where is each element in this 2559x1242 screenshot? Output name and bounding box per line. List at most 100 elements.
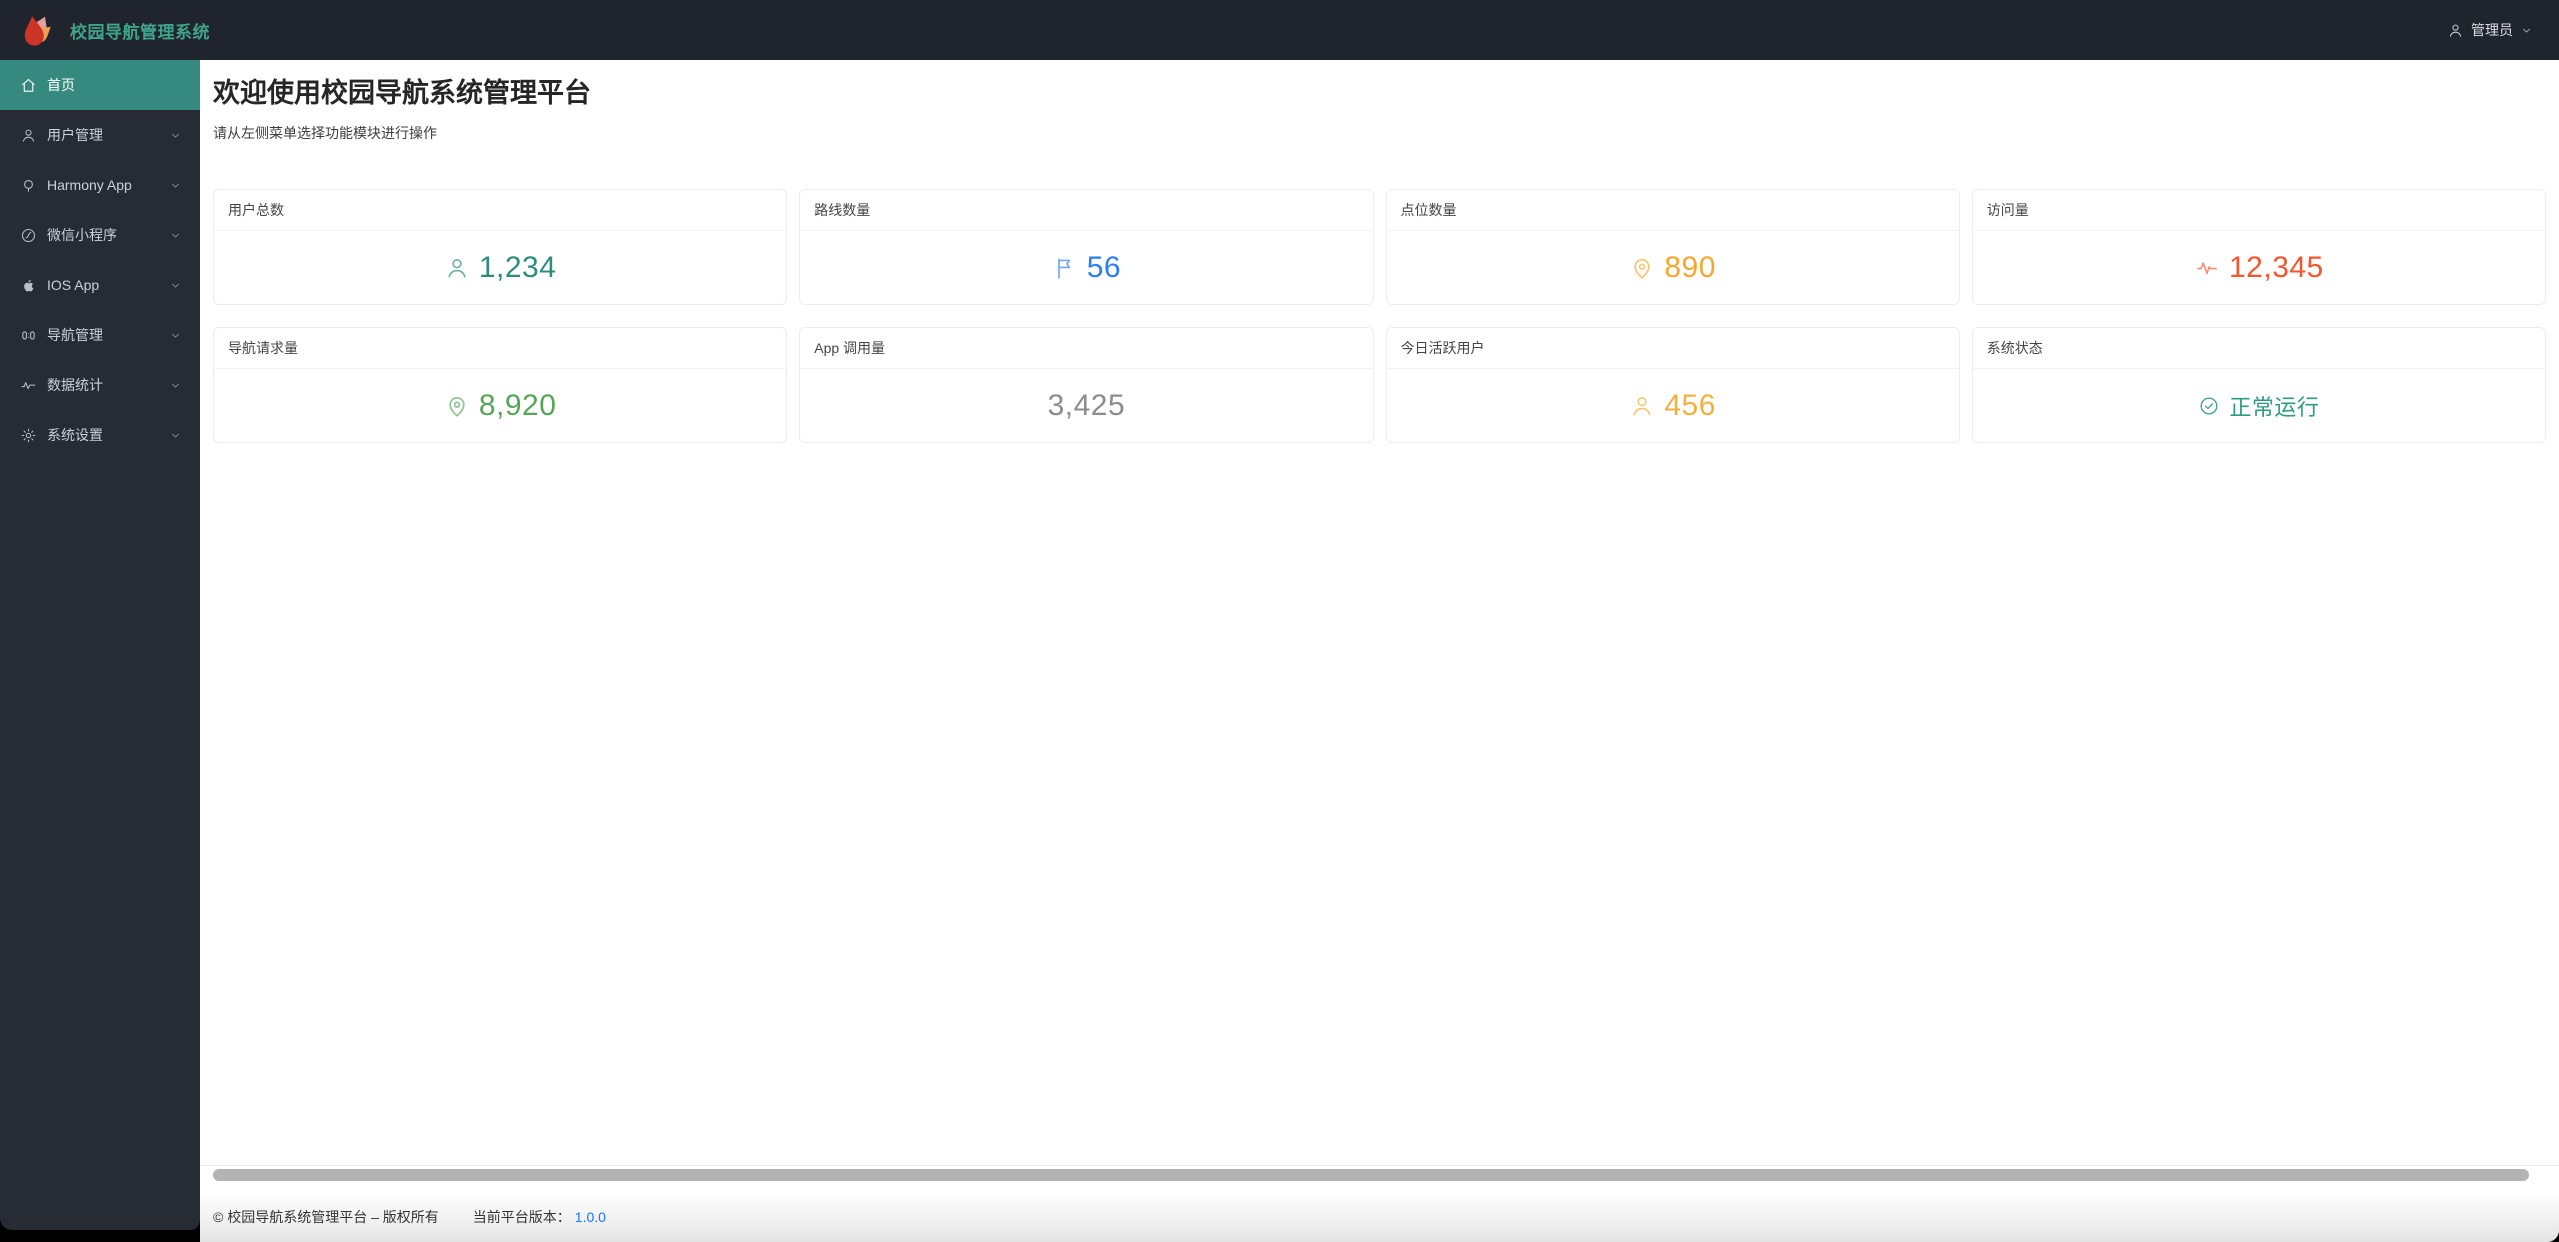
stat-value: 正常运行 bbox=[2198, 390, 2319, 422]
stat-card-body: 正常运行 bbox=[1973, 369, 2545, 442]
stats-grid: 用户总数 1,234 路线数量 56 点位数量 890 访问量 12,345 导航请求量 8,92… bbox=[213, 189, 2546, 443]
chevron-down-icon bbox=[169, 429, 182, 442]
check-circle-icon bbox=[2198, 395, 2220, 417]
stat-value: 456 bbox=[1629, 389, 1716, 423]
stat-value: 8,920 bbox=[444, 389, 557, 423]
stat-card-title: App 调用量 bbox=[800, 328, 1373, 369]
sidebar-menu: 首页用户管理 Harmony App 微信小程序 IOS App 导航管理数据统计系统设… bbox=[0, 60, 200, 460]
harmony-icon bbox=[20, 177, 37, 194]
stat-card-title: 导航请求量 bbox=[214, 328, 787, 369]
home-icon bbox=[20, 77, 37, 94]
stat-card-poi-count: 点位数量 890 bbox=[1385, 189, 1960, 305]
user-name-label: 管理员 bbox=[2471, 22, 2513, 38]
chevron-down-icon bbox=[169, 129, 182, 142]
sidebar-item-label: Harmony App bbox=[47, 177, 132, 193]
platform-version-value: 1.0.0 bbox=[574, 1209, 606, 1225]
sidebar-item-label: 数据统计 bbox=[47, 377, 103, 393]
sidebar-item-label: IOS App bbox=[47, 277, 100, 293]
stat-card-title: 访问量 bbox=[1972, 190, 2545, 231]
sidebar-item-harmony-app[interactable]: Harmony App bbox=[0, 160, 200, 210]
wechat-miniprogram-icon bbox=[20, 227, 37, 244]
stat-card-body: 890 bbox=[1387, 231, 1959, 304]
stat-value-text: 456 bbox=[1664, 388, 1716, 422]
guide-icon bbox=[20, 327, 37, 344]
user-menu[interactable]: 管理员 bbox=[2447, 20, 2559, 40]
flame-logo-icon bbox=[18, 10, 56, 50]
pulse-icon bbox=[2194, 255, 2220, 281]
platform-version-label: 当前平台版本： bbox=[472, 1209, 571, 1225]
horizontal-scrollbar-thumb[interactable] bbox=[213, 1169, 2529, 1181]
stat-card-visits: 访问量 12,345 bbox=[1971, 189, 2546, 305]
sidebar-item-label: 用户管理 bbox=[47, 127, 103, 143]
apple-icon bbox=[20, 277, 37, 294]
user-icon bbox=[444, 255, 470, 281]
chevron-down-icon bbox=[169, 379, 182, 392]
stat-card-title: 路线数量 bbox=[800, 190, 1373, 231]
person-icon bbox=[2447, 22, 2464, 39]
stat-card-title: 点位数量 bbox=[1386, 190, 1959, 231]
sidebar-item-label: 系统设置 bbox=[47, 427, 103, 443]
sidebar-item-user-management[interactable]: 用户管理 bbox=[0, 110, 200, 160]
stat-value: 56 bbox=[1052, 251, 1121, 285]
user-icon bbox=[20, 127, 37, 144]
page-subtitle: 请从左侧菜单选择功能模块进行操作 bbox=[213, 125, 437, 141]
sidebar-item-ios-app[interactable]: IOS App bbox=[0, 260, 200, 310]
page-title: 欢迎使用校园导航系统管理平台 bbox=[213, 78, 591, 108]
platform-version: 当前平台版本： 1.0.0 bbox=[473, 1207, 606, 1227]
location-pin-icon bbox=[444, 393, 470, 419]
stat-value-text: 1,234 bbox=[478, 250, 557, 284]
stat-card-title: 系统状态 bbox=[1972, 328, 2545, 369]
stat-card-title: 用户总数 bbox=[214, 190, 787, 231]
footer: © 校园导航系统管理平台 – 版权所有 当前平台版本： 1.0.0 bbox=[200, 1192, 2559, 1242]
stat-value-text: 56 bbox=[1086, 250, 1122, 284]
sidebar-item-navigation-management[interactable]: 导航管理 bbox=[0, 310, 200, 360]
stat-value: 1,234 bbox=[444, 251, 557, 285]
location-pin-icon bbox=[1629, 255, 1655, 281]
stat-card-app-calls: App 调用量 3,425 bbox=[799, 327, 1374, 443]
chevron-down-icon bbox=[169, 229, 182, 242]
stat-card-body: 8,920 bbox=[214, 369, 786, 442]
chevron-down-icon bbox=[169, 179, 182, 192]
stat-value: 890 bbox=[1629, 251, 1716, 285]
stat-card-title: 今日活跃用户 bbox=[1386, 328, 1959, 369]
stat-value-text: 8,920 bbox=[478, 388, 557, 422]
stat-value-text: 正常运行 bbox=[2229, 394, 2320, 420]
stat-value: 12,345 bbox=[2194, 251, 2324, 285]
gear-icon bbox=[20, 427, 37, 444]
stat-value: 3,425 bbox=[1048, 389, 1126, 423]
sidebar-item-label: 首页 bbox=[47, 77, 75, 93]
stat-card-body: 12,345 bbox=[1973, 231, 2545, 304]
chevron-down-icon bbox=[169, 279, 182, 292]
app-title: 校园导航管理系统 bbox=[70, 22, 210, 42]
brand: 校园导航管理系统 bbox=[0, 10, 210, 50]
main-content: 欢迎使用校园导航系统管理平台 请从左侧菜单选择功能模块进行操作 用户总数 1,23… bbox=[200, 60, 2559, 1165]
stat-value-text: 3,425 bbox=[1047, 388, 1126, 422]
chevron-down-icon bbox=[169, 329, 182, 342]
sidebar-item-label: 微信小程序 bbox=[47, 227, 117, 243]
chevron-down-icon bbox=[2520, 24, 2533, 37]
copyright-text: © 校园导航系统管理平台 – 版权所有 bbox=[213, 1209, 439, 1225]
sidebar: 首页用户管理 Harmony App 微信小程序 IOS App 导航管理数据统计系统设… bbox=[0, 60, 200, 1230]
stat-card-body: 56 bbox=[800, 231, 1372, 304]
stat-value-text: 890 bbox=[1664, 250, 1716, 284]
stat-card-nav-requests: 导航请求量 8,920 bbox=[213, 327, 788, 443]
stat-card-active-users-today: 今日活跃用户 456 bbox=[1385, 327, 1960, 443]
sidebar-item-home[interactable]: 首页 bbox=[0, 60, 200, 110]
sidebar-item-system-settings[interactable]: 系统设置 bbox=[0, 410, 200, 460]
sidebar-item-data-statistics[interactable]: 数据统计 bbox=[0, 360, 200, 410]
stat-value-text: 12,345 bbox=[2228, 250, 2324, 284]
stat-card-body: 456 bbox=[1387, 369, 1959, 442]
stat-card-route-count: 路线数量 56 bbox=[799, 189, 1374, 305]
sidebar-item-label: 导航管理 bbox=[47, 327, 103, 343]
stat-card-body: 1,234 bbox=[214, 231, 786, 304]
flag-icon bbox=[1052, 255, 1078, 281]
stats-icon bbox=[20, 377, 37, 394]
horizontal-scrollbar-track bbox=[200, 1165, 2559, 1185]
sidebar-item-wechat-miniprogram[interactable]: 微信小程序 bbox=[0, 210, 200, 260]
top-header-bar: 校园导航管理系统 管理员 bbox=[0, 0, 2559, 60]
main-area: 欢迎使用校园导航系统管理平台 请从左侧菜单选择功能模块进行操作 用户总数 1,23… bbox=[200, 60, 2559, 1242]
stat-card-total-users: 用户总数 1,234 bbox=[213, 189, 788, 305]
user-icon bbox=[1629, 393, 1655, 419]
stat-card-system-status: 系统状态正常运行 bbox=[1971, 327, 2546, 443]
